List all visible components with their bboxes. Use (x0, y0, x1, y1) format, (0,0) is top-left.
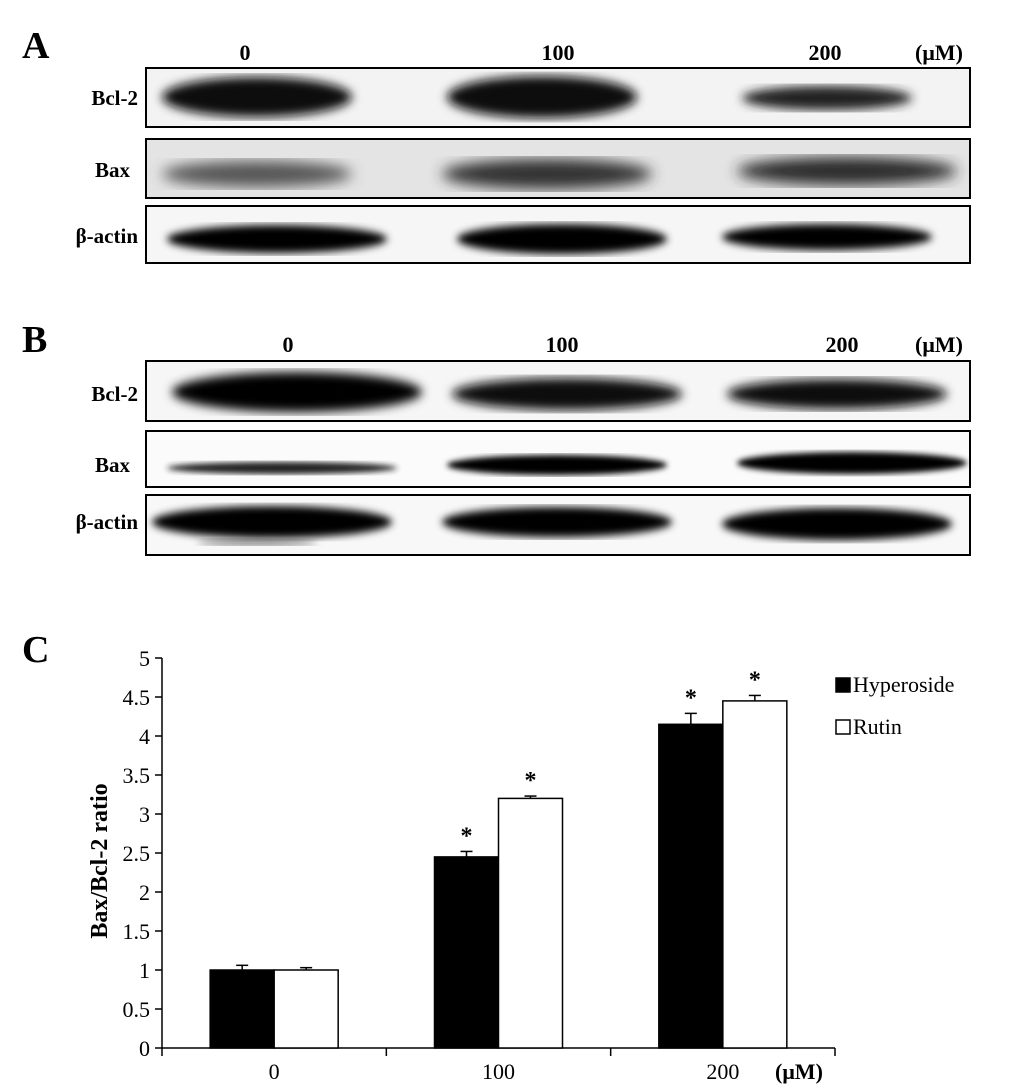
panel-a-lane-label: 0 (239, 40, 251, 65)
panel-a-lane-label: 100 (541, 40, 575, 65)
x-tick-label: 0 (269, 1059, 280, 1084)
panel-b-actin-blot (145, 494, 971, 556)
blot-bands (172, 372, 947, 412)
panel-a-row-label: Bax (94, 158, 130, 182)
panel-b-row-label: β-actin (75, 510, 138, 534)
bar-rutin (722, 700, 788, 1049)
significance-marker: * (685, 685, 697, 711)
y-axis-label-group: Bax/Bcl-2 ratio (87, 783, 113, 938)
blot-bands (152, 506, 952, 545)
y-tick-label: 1 (139, 958, 150, 983)
panel-c-letter: C (22, 629, 50, 671)
bar-hyperoside (658, 723, 724, 1049)
panel-a-bcl2-blot (145, 67, 971, 128)
panel-b-bax-blot (145, 430, 971, 488)
legend-swatch-hyperoside (835, 677, 851, 693)
x-tick-label: 100 (482, 1059, 515, 1084)
legend-label-rutin: Rutin (853, 714, 902, 739)
blot-bands (167, 452, 967, 475)
legend-label-hyperoside: Hyperoside (853, 672, 954, 697)
bar-rutin (497, 797, 564, 1049)
panel-b-row-label: Bcl-2 (91, 382, 138, 406)
bar-hyperoside (209, 969, 275, 1049)
panel-b-letter: B (22, 319, 48, 361)
y-tick-label: 0 (139, 1036, 150, 1061)
blot-bands (162, 76, 912, 118)
panel-b-lane-label: 200 (825, 332, 859, 357)
panel-b-lane-label: 0 (282, 332, 294, 357)
blot-bands (167, 224, 932, 254)
panel-a-row-label: Bcl-2 (91, 86, 138, 110)
y-tick-label: 2.5 (123, 841, 151, 866)
x-tick-label: 200 (706, 1059, 739, 1084)
y-tick-label: 2 (139, 880, 150, 905)
chart-bars: * * * * (209, 667, 788, 1049)
significance-marker: * (749, 667, 761, 693)
y-axis-label: Bax/Bcl-2 ratio (87, 783, 113, 938)
x-axis-unit-label: (μM) (775, 1059, 823, 1084)
panel-a-unit-label: (μM) (915, 40, 963, 65)
y-tick-label: 4.5 (123, 685, 151, 710)
bar-rutin (273, 969, 339, 1049)
y-tick-label: 1.5 (123, 919, 151, 944)
bax-bcl2-bar-chart: Bax/Bcl-2 ratio 0 0.5 1 1.5 2 2.5 3 3.5 4 4.5 5 0 10… (87, 646, 954, 1084)
y-tick-label: 0.5 (123, 997, 151, 1022)
y-tick-label: 3 (139, 802, 150, 827)
panel-a-lane-label: 200 (808, 40, 842, 65)
chart-legend: Hyperoside Rutin (835, 672, 954, 739)
y-tick-label: 5 (139, 646, 150, 671)
panel-a-bax-blot (145, 138, 971, 199)
panel-a-actin-blot (145, 205, 971, 264)
panel-a-letter: A (22, 25, 50, 67)
y-tick-label: 3.5 (123, 763, 151, 788)
panel-b-lane-label: 100 (545, 332, 579, 357)
chart-axes: 0 0.5 1 1.5 2 2.5 3 3.5 4 4.5 5 0 100 200 (μM) (123, 646, 836, 1084)
panel-b-unit-label: (μM) (915, 332, 963, 357)
significance-marker: * (461, 823, 473, 849)
panel-b-row-label: Bax (94, 453, 130, 477)
significance-marker: * (525, 768, 537, 794)
blot-bands (162, 157, 957, 189)
panel-b-bcl2-blot (145, 360, 971, 422)
panel-a-row-label: β-actin (75, 224, 138, 248)
bar-hyperoside (433, 856, 500, 1049)
y-tick-label: 4 (139, 724, 150, 749)
legend-swatch-rutin (835, 719, 851, 735)
